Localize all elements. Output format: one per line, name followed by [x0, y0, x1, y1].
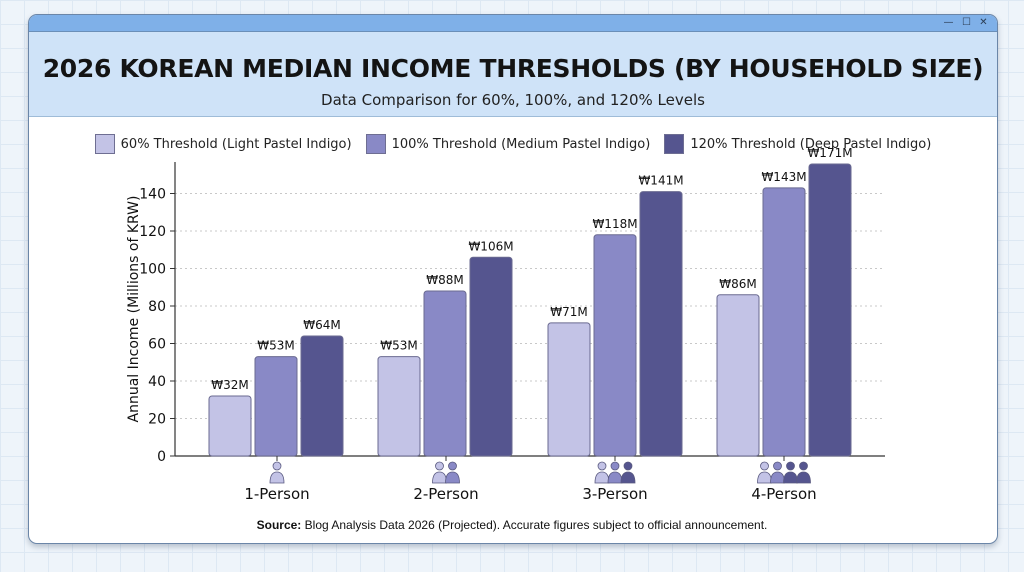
data-label: ₩71M	[550, 305, 588, 319]
bar	[300, 335, 344, 457]
legend-swatch-100	[365, 134, 386, 154]
chart-title: 2026 KOREAN MEDIAN INCOME THRESHOLDS (BY…	[42, 54, 984, 83]
bar	[377, 356, 421, 457]
data-label: ₩141M	[638, 174, 683, 188]
chart-header: 2026 KOREAN MEDIAN INCOME THRESHOLDS (BY…	[29, 32, 997, 117]
data-label: ₩53M	[257, 339, 295, 353]
source-text: Blog Analysis Data 2026 (Projected). Acc…	[304, 518, 768, 532]
category-label: 3-Person	[582, 485, 647, 503]
legend-label-100: 100% Threshold (Medium Pastel Indigo)	[391, 136, 651, 152]
bar	[208, 395, 252, 457]
bar	[639, 191, 683, 457]
maximize-icon[interactable]: ☐	[962, 17, 971, 28]
bar	[423, 290, 467, 457]
legend: 60% Threshold (Light Pastel Indigo) 100%…	[29, 133, 997, 155]
data-label: ₩32M	[211, 378, 249, 392]
bar	[547, 322, 591, 457]
bar	[762, 187, 806, 457]
y-tick-label: 40	[148, 374, 166, 390]
chart-subtitle: Data Comparison for 60%, 100%, and 120% …	[321, 91, 705, 109]
bar	[808, 163, 852, 457]
person-icon	[269, 461, 285, 484]
people-3-icon	[594, 461, 636, 484]
y-axis-label: Annual Income (Millions of KRW)	[126, 196, 142, 423]
category-label: 1-Person	[244, 485, 309, 503]
category-label: 4-Person	[751, 485, 816, 503]
legend-item-120: 120% Threshold (Deep Pastel Indigo)	[664, 134, 931, 154]
data-label: ₩53M	[380, 339, 418, 353]
y-tick-label: 0	[157, 449, 166, 465]
y-tick-label: 120	[139, 224, 166, 240]
legend-swatch-120	[664, 134, 685, 154]
data-label: ₩88M	[426, 273, 464, 287]
category-label: 2-Person	[413, 485, 478, 503]
legend-label-120: 120% Threshold (Deep Pastel Indigo)	[690, 136, 932, 152]
legend-item-100: 100% Threshold (Medium Pastel Indigo)	[365, 134, 651, 154]
bar	[593, 234, 637, 457]
people-4-icon	[757, 461, 811, 484]
data-label: ₩86M	[719, 277, 757, 291]
legend-item-60: 60% Threshold (Light Pastel Indigo)	[94, 134, 352, 154]
legend-label-60: 60% Threshold (Light Pastel Indigo)	[120, 136, 352, 152]
bar	[469, 256, 513, 457]
data-label: ₩106M	[468, 239, 513, 253]
bar	[254, 356, 298, 457]
data-label: ₩171M	[807, 146, 852, 160]
data-label: ₩64M	[303, 318, 341, 332]
legend-swatch-60	[94, 134, 115, 154]
title-bar: — ☐ ✕	[29, 15, 997, 32]
source-note: Source: Blog Analysis Data 2026 (Project…	[0, 518, 1024, 532]
source-label: Source:	[256, 518, 302, 532]
y-tick-label: 140	[139, 187, 166, 203]
y-tick-label: 20	[148, 412, 166, 428]
close-icon[interactable]: ✕	[979, 17, 988, 28]
y-tick-label: 60	[148, 337, 166, 353]
data-label: ₩143M	[761, 170, 806, 184]
people-2-icon	[432, 461, 460, 484]
y-tick-label: 100	[139, 262, 166, 278]
bar	[716, 294, 760, 457]
minimize-icon[interactable]: —	[943, 17, 954, 28]
y-tick-label: 80	[148, 299, 166, 315]
data-label: ₩118M	[592, 217, 637, 231]
